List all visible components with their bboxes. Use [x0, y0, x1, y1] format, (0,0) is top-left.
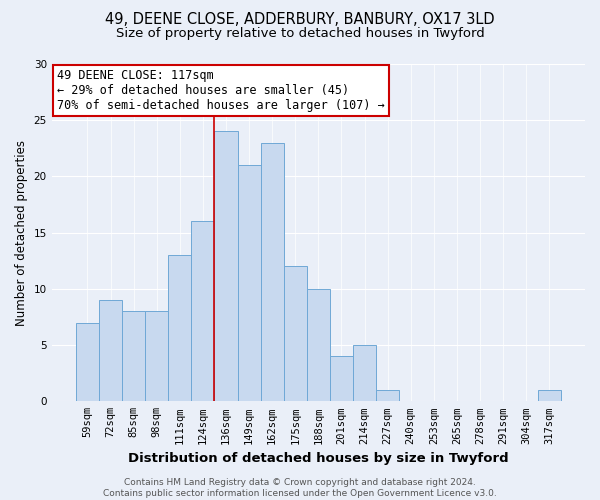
Bar	[99, 300, 122, 402]
Bar	[191, 222, 214, 402]
Bar	[353, 345, 376, 402]
Bar	[260, 142, 284, 402]
Text: 49 DEENE CLOSE: 117sqm
← 29% of detached houses are smaller (45)
70% of semi-det: 49 DEENE CLOSE: 117sqm ← 29% of detached…	[57, 69, 385, 112]
Bar	[284, 266, 307, 402]
Bar	[238, 165, 260, 402]
Bar	[376, 390, 399, 402]
Bar	[122, 312, 145, 402]
Bar	[307, 289, 330, 402]
X-axis label: Distribution of detached houses by size in Twyford: Distribution of detached houses by size …	[128, 452, 509, 465]
Bar	[76, 322, 99, 402]
Bar	[168, 255, 191, 402]
Bar	[214, 132, 238, 402]
Text: Contains HM Land Registry data © Crown copyright and database right 2024.
Contai: Contains HM Land Registry data © Crown c…	[103, 478, 497, 498]
Bar	[330, 356, 353, 402]
Text: 49, DEENE CLOSE, ADDERBURY, BANBURY, OX17 3LD: 49, DEENE CLOSE, ADDERBURY, BANBURY, OX1…	[105, 12, 495, 28]
Bar	[145, 312, 168, 402]
Bar	[538, 390, 561, 402]
Text: Size of property relative to detached houses in Twyford: Size of property relative to detached ho…	[116, 28, 484, 40]
Y-axis label: Number of detached properties: Number of detached properties	[15, 140, 28, 326]
